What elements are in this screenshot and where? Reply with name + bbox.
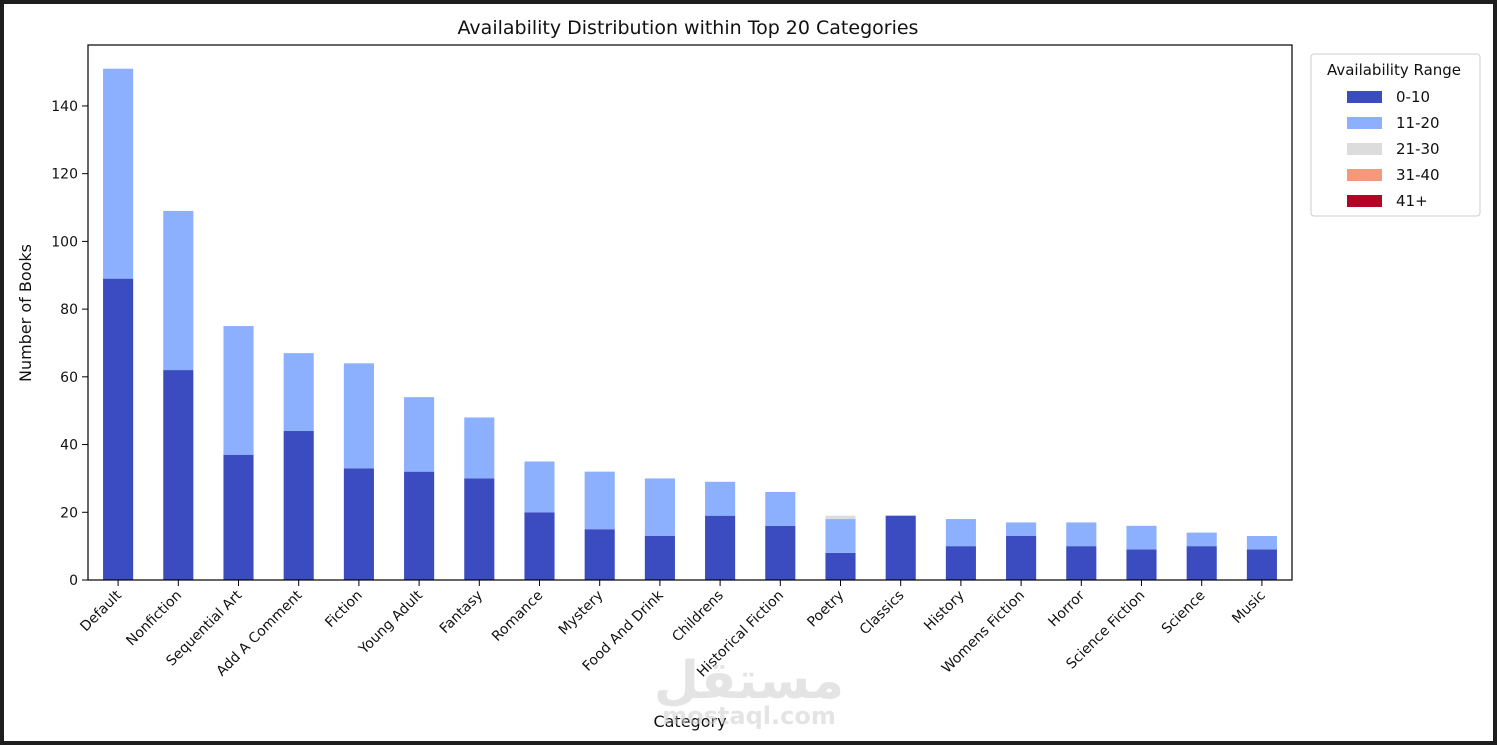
legend-swatch: [1347, 143, 1382, 155]
bars: [103, 68, 1277, 580]
bar-segment: [464, 417, 495, 479]
plot-frame: [87, 44, 1293, 581]
bar-segment: [825, 515, 856, 520]
chart-frame: Availability Distribution within Top 20 …: [4, 4, 1493, 741]
x-tick-label: Science: [1159, 588, 1209, 638]
legend-label: 41+: [1396, 192, 1428, 210]
bar-segment: [1066, 546, 1097, 580]
x-axis-label: Category: [653, 712, 726, 731]
legend-swatch: [1347, 117, 1382, 129]
bar-segment: [1246, 549, 1277, 580]
bar-segment: [1066, 522, 1097, 547]
bar-segment: [524, 512, 555, 580]
bar-segment: [644, 535, 675, 580]
x-tick-label: Childrens: [669, 588, 727, 646]
stacked-bar-chart: Availability Distribution within Top 20 …: [16, 17, 1481, 731]
legend-label: 11-20: [1396, 114, 1440, 132]
x-tick-label: History: [921, 588, 968, 635]
y-tick-label: 0: [69, 573, 78, 589]
legend-swatch: [1347, 169, 1382, 181]
y-tick-label: 120: [51, 167, 78, 183]
bar-segment: [1186, 532, 1217, 547]
watermark-logo: مستقل: [654, 651, 844, 711]
bar-segment: [404, 471, 435, 580]
x-tick-label: Nonfiction: [123, 588, 185, 650]
x-tick-label: Music: [1229, 588, 1268, 627]
legend: Availability Range 0-10 11-20 21-30 31-40 41…: [1310, 53, 1481, 217]
bar-segment: [343, 363, 374, 469]
bar-segment: [464, 478, 495, 580]
bar-segment: [223, 326, 254, 455]
bar-segment: [404, 397, 435, 472]
bar-segment: [1126, 549, 1157, 580]
x-tick-label: Horror: [1045, 587, 1088, 630]
bar-segment: [584, 529, 615, 580]
chart-title: Availability Distribution within Top 20 …: [458, 17, 919, 39]
watermark: مستقل mostaql.com: [654, 651, 844, 730]
bar-segment: [163, 370, 194, 580]
watermark-url: mostaql.com: [662, 702, 836, 730]
y-tick-label: 40: [60, 438, 78, 454]
bar-segment: [705, 515, 736, 580]
x-tick-label: Young Adult: [355, 587, 426, 658]
y-tick-label: 60: [60, 370, 78, 386]
legend-swatch: [1347, 91, 1382, 103]
x-tick-label: Romance: [489, 588, 546, 645]
x-tick-label: Mystery: [556, 588, 607, 639]
y-axis-label: Number of Books: [16, 244, 35, 382]
bar-segment: [223, 454, 254, 580]
x-tick-label: Default: [77, 587, 125, 635]
legend-swatch: [1347, 195, 1382, 207]
bar-segment: [343, 468, 374, 580]
bar-segment: [885, 515, 916, 580]
x-tick-label: Fiction: [322, 588, 365, 631]
y-tick-label: 140: [51, 99, 78, 115]
bar-segment: [524, 461, 555, 513]
bar-segment: [1186, 546, 1217, 580]
bar-segment: [765, 525, 796, 580]
bar-segment: [765, 491, 796, 526]
bar-segment: [283, 353, 314, 432]
y-axis-ticks: 0 20 40 60 80 100 120 140: [51, 99, 88, 589]
bar-segment: [825, 552, 856, 580]
y-tick-label: 80: [60, 302, 78, 318]
bar-segment: [1006, 535, 1037, 580]
bar-segment: [584, 471, 615, 530]
bar-segment: [825, 519, 856, 553]
bar-segment: [1126, 525, 1157, 550]
bar-segment: [1006, 522, 1037, 536]
bar-segment: [163, 210, 194, 371]
legend-title: Availability Range: [1327, 61, 1461, 79]
bar-segment: [103, 68, 134, 279]
x-tick-label: Poetry: [804, 588, 847, 631]
legend-items: 0-10 11-20 21-30 31-40 41+: [1347, 88, 1440, 210]
x-tick-label: Classics: [857, 588, 908, 639]
x-tick-label: Fantasy: [437, 588, 486, 637]
y-tick-label: 100: [51, 234, 78, 250]
bar-segment: [705, 481, 736, 516]
legend-label: 21-30: [1396, 140, 1440, 158]
bar-segment: [1246, 535, 1277, 550]
bar-segment: [945, 546, 976, 580]
bar-segment: [644, 478, 675, 536]
y-tick-label: 20: [60, 505, 78, 521]
legend-label: 31-40: [1396, 166, 1440, 184]
bar-segment: [945, 519, 976, 547]
legend-label: 0-10: [1396, 88, 1430, 106]
bar-segment: [283, 431, 314, 580]
bar-segment: [103, 278, 134, 580]
